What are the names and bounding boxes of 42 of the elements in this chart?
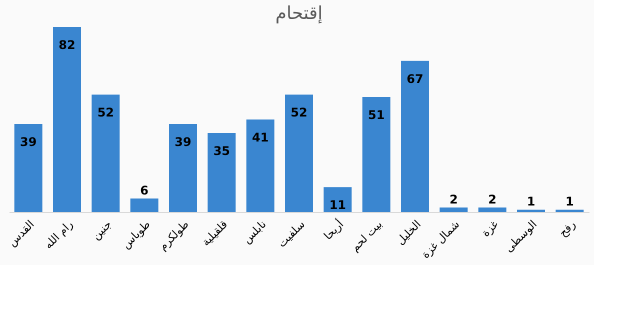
x-tick-label: أريحا xyxy=(320,217,346,242)
data-label: 39 xyxy=(174,135,192,150)
bar xyxy=(53,27,81,212)
bar xyxy=(208,133,236,212)
data-label: 51 xyxy=(368,108,385,122)
bar xyxy=(246,120,274,212)
bar xyxy=(324,187,352,212)
bar xyxy=(169,124,197,212)
x-tick-label: القدس xyxy=(6,218,37,250)
bar xyxy=(285,94,313,212)
x-tick-label: الوسطى xyxy=(502,218,540,255)
x-tick-label: جنين xyxy=(90,218,114,242)
chart-title: إقتحام xyxy=(275,3,323,24)
x-tick-label: غزة xyxy=(479,218,501,240)
data-label: 2 xyxy=(449,192,458,206)
data-label: 52 xyxy=(97,106,114,120)
data-label: 35 xyxy=(213,144,230,158)
x-tick-label: طوباس xyxy=(119,218,153,252)
data-label: 1 xyxy=(565,194,574,209)
data-label: 11 xyxy=(329,198,346,212)
bar xyxy=(362,96,390,212)
data-label: 6 xyxy=(140,183,149,198)
bar xyxy=(14,124,42,212)
data-label: 82 xyxy=(58,38,76,52)
x-tick-label: بيت لحم xyxy=(348,218,385,254)
data-label: 52 xyxy=(290,106,308,120)
bar xyxy=(478,207,506,212)
x-tick-label: رام الله xyxy=(42,218,76,252)
x-tick-label: طولكرم xyxy=(156,218,192,253)
bar xyxy=(440,207,468,212)
data-label: 67 xyxy=(406,72,424,86)
bar xyxy=(401,60,429,212)
data-label: 2 xyxy=(488,192,497,206)
data-label: 39 xyxy=(20,135,37,150)
bar xyxy=(92,94,120,212)
bar xyxy=(130,198,158,212)
data-label: 1 xyxy=(526,194,536,209)
x-tick-label: نابلس xyxy=(240,218,269,246)
x-tick-label: سلفيت xyxy=(275,218,308,250)
x-tick-label: قلقيلية xyxy=(199,218,230,249)
data-label: 41 xyxy=(252,130,269,144)
x-tick-label: رفح xyxy=(556,218,578,240)
